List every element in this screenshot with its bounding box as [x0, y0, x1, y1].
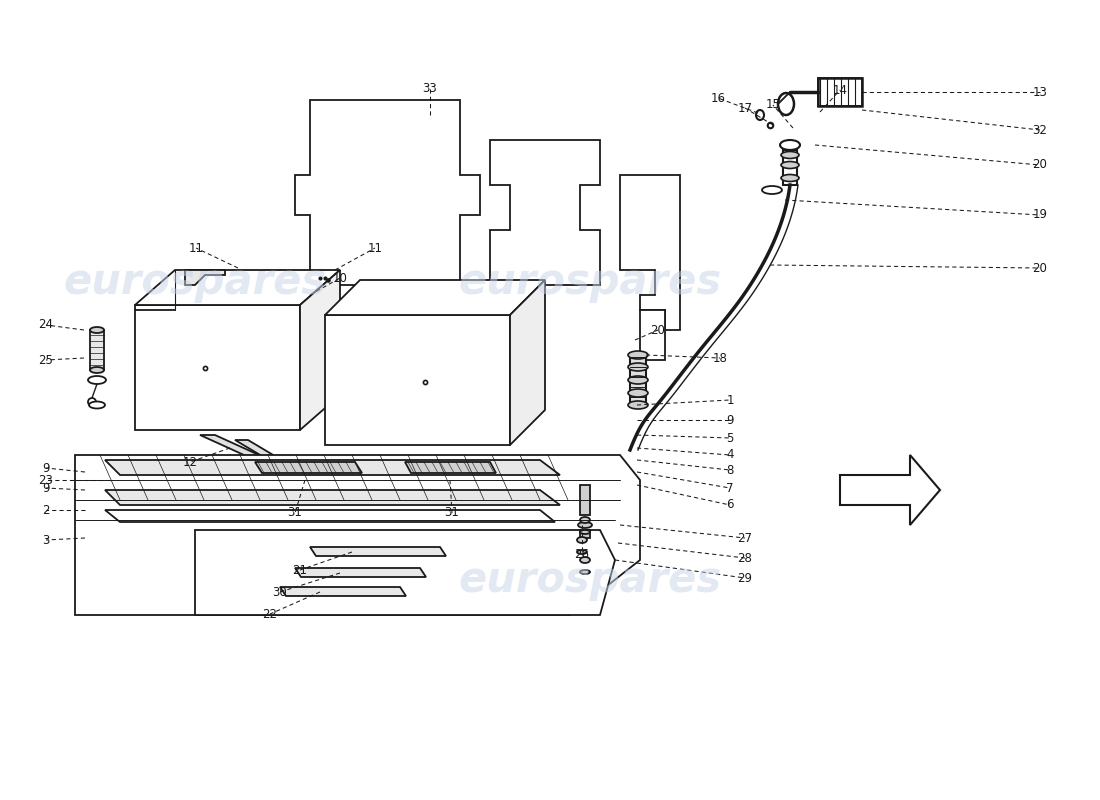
Polygon shape — [324, 315, 510, 445]
Text: 9: 9 — [42, 462, 50, 474]
Polygon shape — [818, 78, 862, 106]
Text: 21: 21 — [293, 563, 308, 577]
Ellipse shape — [88, 376, 106, 384]
Text: 25: 25 — [39, 354, 54, 366]
Polygon shape — [324, 280, 544, 315]
Bar — [90, 330, 104, 370]
Ellipse shape — [89, 402, 104, 409]
Text: 14: 14 — [833, 83, 847, 97]
Text: eurospares: eurospares — [459, 261, 722, 303]
Text: eurospares: eurospares — [459, 559, 722, 601]
Text: eurospares: eurospares — [64, 261, 327, 303]
Text: 11: 11 — [188, 242, 204, 254]
Polygon shape — [195, 530, 615, 615]
Ellipse shape — [628, 401, 648, 409]
Text: 33: 33 — [422, 82, 438, 94]
Text: 31: 31 — [444, 506, 460, 519]
Polygon shape — [295, 568, 426, 577]
Polygon shape — [490, 140, 600, 285]
Text: 17: 17 — [737, 102, 752, 114]
Polygon shape — [200, 435, 270, 460]
Text: 19: 19 — [1033, 209, 1047, 222]
Ellipse shape — [628, 376, 648, 384]
Text: 13: 13 — [1033, 86, 1047, 98]
Polygon shape — [310, 547, 446, 556]
Polygon shape — [255, 462, 362, 473]
Text: 16: 16 — [711, 91, 726, 105]
Text: 26: 26 — [574, 549, 590, 562]
Circle shape — [88, 398, 96, 406]
Bar — [580, 485, 590, 515]
Polygon shape — [640, 310, 666, 360]
Text: 9: 9 — [42, 482, 50, 494]
Polygon shape — [840, 455, 940, 525]
Ellipse shape — [781, 151, 799, 158]
Text: 31: 31 — [287, 506, 303, 519]
Ellipse shape — [762, 186, 782, 194]
Text: 20: 20 — [1033, 158, 1047, 171]
Text: 23: 23 — [39, 474, 54, 486]
Text: 15: 15 — [766, 98, 780, 111]
Polygon shape — [104, 510, 556, 522]
Ellipse shape — [90, 327, 104, 333]
Ellipse shape — [580, 570, 590, 574]
Text: 22: 22 — [263, 607, 277, 621]
Ellipse shape — [580, 530, 590, 534]
Polygon shape — [405, 462, 496, 473]
Text: 20: 20 — [650, 323, 666, 337]
Text: 30: 30 — [273, 586, 287, 598]
Bar — [580, 530, 590, 538]
Text: 1: 1 — [726, 394, 734, 406]
Ellipse shape — [578, 522, 592, 528]
Ellipse shape — [90, 367, 104, 373]
Ellipse shape — [628, 389, 648, 397]
Polygon shape — [620, 175, 680, 330]
Text: 27: 27 — [737, 531, 752, 545]
Text: 5: 5 — [726, 431, 734, 445]
Text: 20: 20 — [1033, 262, 1047, 274]
Text: 4: 4 — [726, 449, 734, 462]
Text: 29: 29 — [737, 571, 752, 585]
Polygon shape — [104, 490, 560, 505]
Polygon shape — [104, 460, 560, 475]
Text: 28: 28 — [738, 551, 752, 565]
Polygon shape — [185, 270, 226, 285]
Text: 18: 18 — [713, 351, 727, 365]
Bar — [818, 78, 862, 106]
Polygon shape — [280, 587, 406, 596]
Text: 10: 10 — [332, 271, 348, 285]
Ellipse shape — [580, 557, 590, 563]
Text: 6: 6 — [726, 498, 734, 511]
Polygon shape — [135, 305, 300, 430]
Polygon shape — [300, 270, 340, 430]
Ellipse shape — [781, 162, 799, 169]
Ellipse shape — [756, 110, 764, 120]
Ellipse shape — [578, 550, 587, 554]
Polygon shape — [75, 455, 640, 615]
Text: 11: 11 — [367, 242, 383, 254]
Text: 3: 3 — [42, 534, 50, 546]
Ellipse shape — [780, 140, 800, 150]
Polygon shape — [510, 280, 544, 445]
Polygon shape — [295, 100, 480, 285]
Text: 8: 8 — [726, 463, 734, 477]
Text: 24: 24 — [39, 318, 54, 331]
Text: 12: 12 — [183, 455, 198, 469]
Text: 32: 32 — [1033, 123, 1047, 137]
Polygon shape — [235, 440, 290, 465]
Polygon shape — [135, 270, 340, 305]
Text: 9: 9 — [726, 414, 734, 426]
Ellipse shape — [580, 517, 590, 523]
Text: 2: 2 — [42, 503, 50, 517]
Ellipse shape — [781, 174, 799, 182]
Bar — [630, 355, 646, 405]
Ellipse shape — [628, 363, 648, 371]
Ellipse shape — [628, 351, 648, 359]
Ellipse shape — [778, 93, 794, 115]
Text: 7: 7 — [726, 482, 734, 494]
Bar — [783, 150, 798, 185]
Ellipse shape — [578, 537, 587, 543]
